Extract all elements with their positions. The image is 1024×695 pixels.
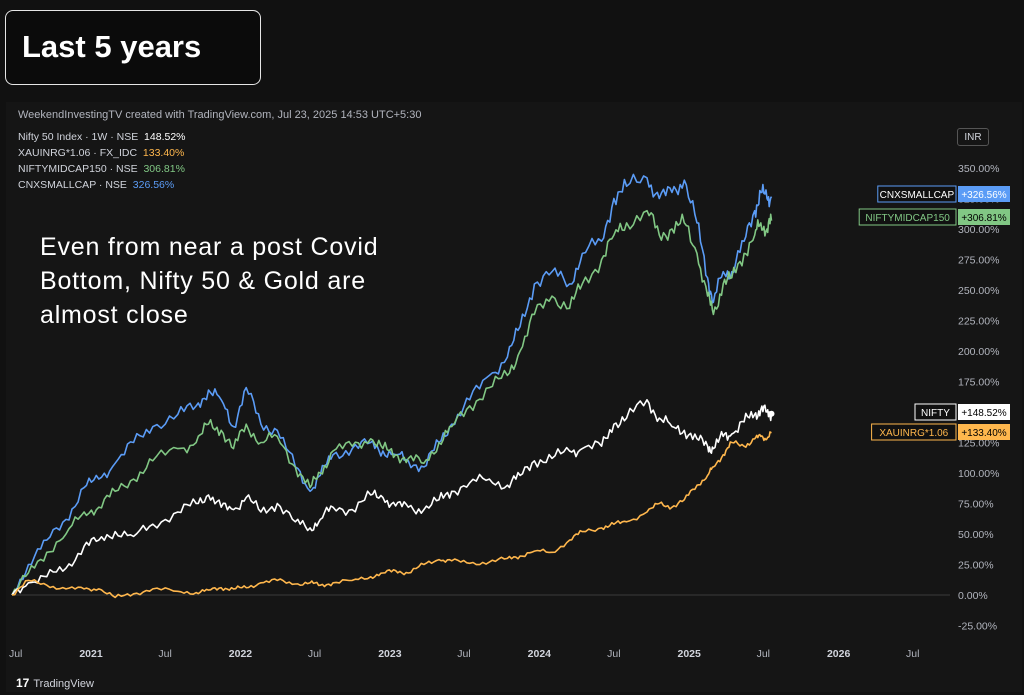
- nifty-endpoint-dot: [768, 410, 775, 417]
- x-tick-label: Jul: [9, 648, 22, 660]
- series-value-tag-box: [958, 209, 1010, 225]
- y-tick-label: 175.00%: [958, 377, 999, 389]
- series-value-tag: +326.56%: [961, 190, 1006, 201]
- series-name-tag: CNXSMALLCAP: [880, 190, 955, 201]
- legend-item-midcap[interactable]: NIFTYMIDCAP150 · NSE 306.81%: [18, 161, 186, 177]
- tradingview-logo-icon: 17: [16, 676, 30, 690]
- annotation-line: Even from near a post Covid: [40, 233, 379, 261]
- y-tick-label: 350.00%: [958, 163, 999, 175]
- series-value-tag: +306.81%: [961, 213, 1006, 224]
- x-tick-label: 2023: [378, 648, 402, 660]
- x-tick-label: 2022: [229, 648, 253, 660]
- series-value-tag: +133.40%: [961, 428, 1006, 439]
- y-tick-label: 275.00%: [958, 255, 999, 267]
- footer-label: TradingView: [33, 678, 94, 690]
- legend-value: 306.81%: [143, 163, 185, 175]
- legend-item-nifty[interactable]: Nifty 50 Index · 1W · NSE 148.52%: [18, 129, 186, 145]
- footer-brand: 17 TradingView: [16, 676, 94, 690]
- legend-name: XAUINRG*1.06 · FX_IDC: [18, 147, 138, 159]
- legend-value: 148.52%: [144, 131, 186, 143]
- chart-header: WeekendInvestingTV created with TradingV…: [18, 109, 422, 121]
- currency-button[interactable]: INR: [957, 128, 989, 146]
- x-tick-label: 2026: [827, 648, 851, 660]
- y-tick-label: 225.00%: [958, 316, 999, 328]
- series-value-tag: +148.52%: [961, 408, 1006, 419]
- x-tick-label: 2024: [528, 648, 552, 660]
- x-tick-label: 2021: [79, 648, 103, 660]
- y-tick-label: 300.00%: [958, 224, 999, 236]
- legend: Nifty 50 Index · 1W · NSE 148.52% XAUINR…: [18, 129, 186, 193]
- chart-frame: [6, 102, 1022, 692]
- legend-item-smallcap[interactable]: CNXSMALLCAP · NSE 326.56%: [18, 177, 186, 193]
- y-tick-label: -25.00%: [958, 621, 997, 633]
- legend-name: Nifty 50 Index · 1W · NSE: [18, 131, 139, 143]
- x-tick-label: Jul: [607, 648, 620, 660]
- x-tick-label: Jul: [906, 648, 919, 660]
- annotation-line: Bottom, Nifty 50 & Gold are: [40, 267, 366, 295]
- series-name-tag: XAUINRG*1.06: [879, 428, 948, 439]
- y-tick-label: 125.00%: [958, 438, 999, 450]
- series-line-nifty: [11, 399, 773, 596]
- series-value-tag-box: [958, 404, 1010, 420]
- y-tick-label: 25.00%: [958, 560, 994, 572]
- y-tick-label: 0.00%: [958, 590, 988, 602]
- series-value-tag-box: [958, 424, 1010, 440]
- series-name-tag-box: [871, 423, 957, 441]
- x-tick-label: Jul: [757, 648, 770, 660]
- annotation-line: almost close: [40, 301, 189, 329]
- legend-name: NIFTYMIDCAP150 · NSE: [18, 163, 138, 175]
- y-tick-label: 250.00%: [958, 285, 999, 297]
- y-tick-label: 100.00%: [958, 468, 999, 480]
- series-name-tag: NIFTY: [921, 408, 950, 419]
- series-name-tag-box: [914, 403, 957, 421]
- y-tick-label: 75.00%: [958, 499, 994, 511]
- x-tick-label: Jul: [158, 648, 171, 660]
- series-value-tag-box: [958, 186, 1010, 202]
- x-tick-label: 2025: [678, 648, 702, 660]
- legend-name: CNXSMALLCAP · NSE: [18, 179, 127, 191]
- series-name-tag-box: [858, 208, 957, 226]
- y-tick-label: 50.00%: [958, 529, 994, 541]
- annotation-text: Even from near a post Covid Bottom, Nift…: [40, 230, 460, 332]
- y-tick-label: 200.00%: [958, 346, 999, 358]
- series-name-tag-box: [877, 185, 957, 203]
- series-name-tag: NIFTYMIDCAP150: [865, 213, 950, 224]
- series-line-xauinrg-1-06: [11, 431, 772, 599]
- x-tick-label: Jul: [457, 648, 470, 660]
- title-box: Last 5 years: [5, 10, 261, 85]
- series-line-niftymidcap150: [11, 209, 773, 596]
- slide-title: Last 5 years: [22, 29, 202, 64]
- x-tick-label: Jul: [308, 648, 321, 660]
- legend-value: 326.56%: [132, 179, 175, 191]
- legend-value: 133.40%: [142, 147, 185, 159]
- legend-item-gold[interactable]: XAUINRG*1.06 · FX_IDC 133.40%: [18, 145, 186, 161]
